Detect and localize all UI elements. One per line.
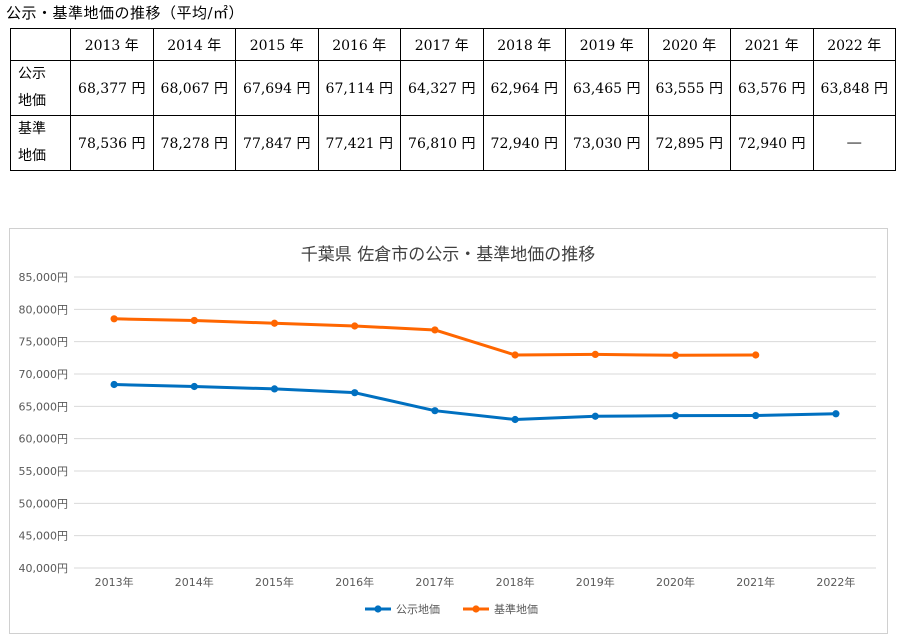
price-cell: 63,848 円 xyxy=(812,60,896,116)
data-point xyxy=(511,351,519,359)
data-point xyxy=(190,382,198,391)
header-year-cell: 2019 年 xyxy=(565,28,649,61)
data-point xyxy=(591,412,599,420)
price-cell: 67,114 円 xyxy=(317,60,401,116)
legend-label: 公示地価 xyxy=(396,603,440,616)
y-tick-label: 65,000円 xyxy=(19,400,69,413)
header-year-cell: 2013 年 xyxy=(70,28,154,61)
price-cell: 62,964 円 xyxy=(482,60,566,116)
series-line-1 xyxy=(114,317,756,357)
series-layer xyxy=(110,315,840,424)
x-tick-label: 2015年 xyxy=(255,575,294,589)
data-point xyxy=(752,351,760,359)
row-label: 基準 地価 xyxy=(10,115,71,171)
header-corner-cell xyxy=(10,28,71,61)
legend-label: 基準地価 xyxy=(494,602,538,616)
y-tick-label: 55,000円 xyxy=(19,465,69,478)
header-year-cell: 2016 年 xyxy=(317,28,401,61)
price-cell: 77,421 円 xyxy=(317,115,401,171)
chart-title: 千葉県 佐倉市の公示・基準地価の推移 xyxy=(301,245,595,265)
table-row-public-price: 公示 地価 68,377 円 68,067 円 67,694 円 67,114 円… xyxy=(10,60,896,116)
data-point xyxy=(591,350,599,359)
grid-layer: 85,000円 80,000円 75,000円 70,000円 65,000円 60,00… xyxy=(19,271,876,589)
data-point xyxy=(190,316,198,325)
price-cell: 67,694 円 xyxy=(235,60,319,116)
data-point xyxy=(351,322,359,330)
y-tick-label: 60,000円 xyxy=(19,433,69,446)
data-point xyxy=(431,326,439,334)
header-year-cell: 2022 年 xyxy=(812,28,896,61)
data-point xyxy=(270,319,279,327)
series-line-0 xyxy=(114,382,836,421)
y-tick-label: 40,000円 xyxy=(19,562,69,575)
data-point xyxy=(671,412,680,420)
price-cell: 72,940 円 xyxy=(730,115,814,171)
legend: 公示地価 基準地価 xyxy=(365,602,538,616)
x-tick-label: 2014年 xyxy=(175,575,214,589)
header-year-cell: 2015 年 xyxy=(235,28,319,61)
legend-marker xyxy=(374,605,382,613)
price-cell: 78,536 円 xyxy=(70,115,154,171)
price-cell: 64,327 円 xyxy=(400,60,484,116)
x-tick-label: 2016年 xyxy=(335,575,374,589)
data-point xyxy=(270,385,279,393)
price-cell: 63,465 円 xyxy=(565,60,649,116)
y-tick-label: 45,000円 xyxy=(19,530,69,543)
chart-svg: 千葉県 佐倉市の公示・基準地価の推移 85,000円 80,000円 75,000円… xyxy=(19,245,876,616)
y-tick-label: 80,000円 xyxy=(19,303,69,316)
price-cell: 68,067 円 xyxy=(152,60,236,116)
price-table: 2013 年 2014 年 2015 年 2016 年 2017 年 2018 … xyxy=(10,28,896,171)
line-chart: 千葉県 佐倉市の公示・基準地価の推移 85,000円 80,000円 75,000円… xyxy=(9,228,888,634)
y-tick-label: 85,000円 xyxy=(19,271,69,284)
price-cell: 78,278 円 xyxy=(152,115,236,171)
data-point xyxy=(752,411,760,420)
page-title: 公示・基準地価の推移（平均/㎡） xyxy=(6,4,245,22)
x-tick-label: 2019年 xyxy=(576,575,615,589)
price-cell: 68,377 円 xyxy=(70,60,154,116)
x-tick-label: 2018年 xyxy=(496,575,535,589)
header-year-cell: 2014 年 xyxy=(152,28,236,61)
data-point xyxy=(431,407,439,415)
table-header-row: 2013 年 2014 年 2015 年 2016 年 2017 年 2018 … xyxy=(10,28,896,61)
y-tick-label: 75,000円 xyxy=(19,336,69,349)
table-row-standard-price: 基準 地価 78,536 円 78,278 円 77,847 円 77,421 円… xyxy=(10,115,896,171)
price-cell: 72,940 円 xyxy=(482,115,566,171)
legend-marker xyxy=(472,605,480,613)
x-tick-label: 2022年 xyxy=(816,575,855,589)
price-cell: 72,895 円 xyxy=(647,115,731,171)
x-tick-label: 2013年 xyxy=(95,575,134,589)
x-tick-label: 2017年 xyxy=(415,575,454,589)
data-point xyxy=(351,389,359,397)
header-year-cell: 2021 年 xyxy=(730,28,814,61)
data-point xyxy=(832,410,840,418)
data-point xyxy=(671,351,680,359)
data-point xyxy=(110,315,118,323)
data-point xyxy=(511,415,519,424)
price-cell: 63,576 円 xyxy=(730,60,814,116)
header-year-cell: 2017 年 xyxy=(400,28,484,61)
price-cell: 73,030 円 xyxy=(565,115,649,171)
y-tick-label: 50,000円 xyxy=(19,497,69,510)
y-tick-label: 70,000円 xyxy=(19,368,69,381)
data-point xyxy=(110,380,118,389)
price-cell: 76,810 円 xyxy=(400,115,484,171)
header-year-cell: 2018 年 xyxy=(482,28,566,61)
x-tick-label: 2020年 xyxy=(656,575,695,589)
row-label: 公示 地価 xyxy=(10,60,71,116)
x-tick-label: 2021年 xyxy=(736,575,775,589)
header-year-cell: 2020 年 xyxy=(647,28,731,61)
price-cell: ― xyxy=(812,115,896,171)
price-cell: 63,555 円 xyxy=(647,60,731,116)
price-cell: 77,847 円 xyxy=(235,115,319,171)
